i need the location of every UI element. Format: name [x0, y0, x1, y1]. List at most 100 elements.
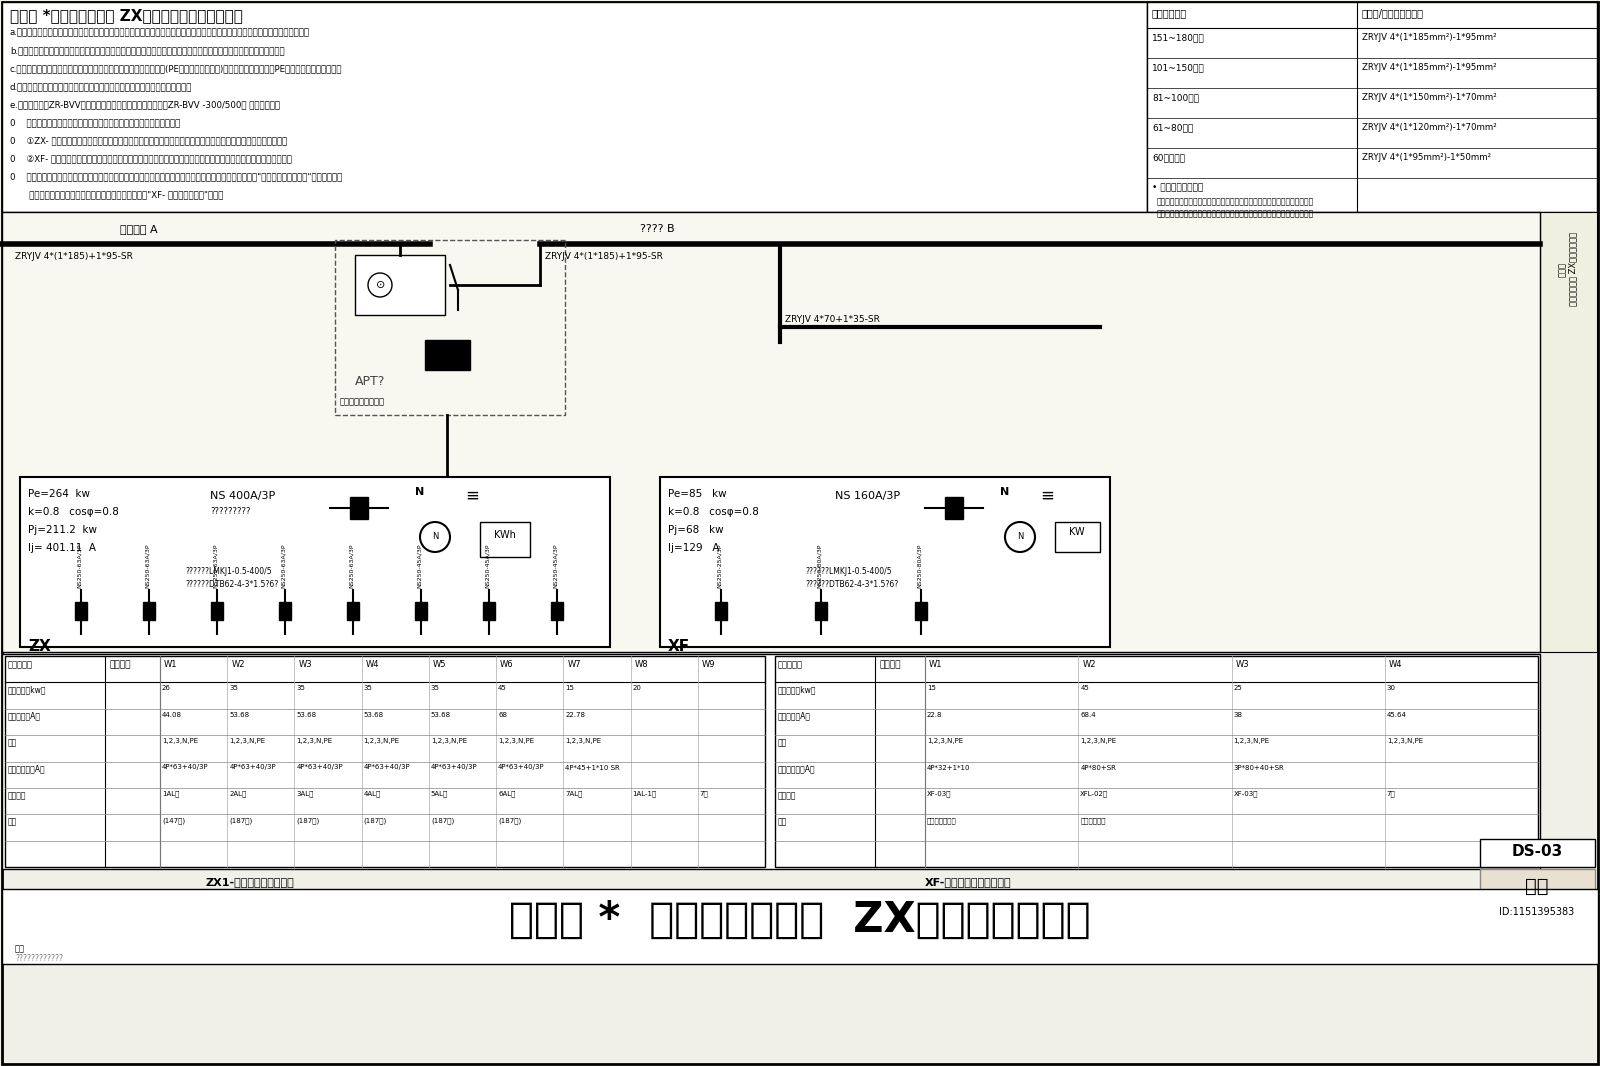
Text: ZRYJV 4*(1*120mm²)-1*70mm²: ZRYJV 4*(1*120mm²)-1*70mm² — [1362, 123, 1496, 132]
Text: （景大堂用电）: （景大堂用电） — [926, 818, 957, 824]
Text: d.电梯配电从总配电柜单独敷设电缆至楼顶电梯房，在电梯房加装计量及控制。: d.电梯配电从总配电柜单独敷设电缆至楼顶电梯房，在电梯房加装计量及控制。 — [10, 82, 192, 91]
Text: XF-03栋: XF-03栋 — [1234, 791, 1258, 797]
Text: 1,2,3,N,PE: 1,2,3,N,PE — [498, 738, 534, 744]
Text: 知末网www: 知末网www — [1058, 473, 1142, 527]
Text: XFL-02栋: XFL-02栋 — [1080, 791, 1109, 797]
Text: 主？？/？？配？径参考: 主？？/？？配？径参考 — [1362, 9, 1424, 18]
Text: W3: W3 — [299, 660, 312, 669]
Bar — [2, 655, 1539, 869]
Text: 45: 45 — [1080, 685, 1090, 692]
Bar — [480, 522, 530, 558]
Text: 回路编号: 回路编号 — [110, 660, 131, 669]
Text: 38: 38 — [1234, 712, 1243, 717]
Text: 60？房以下: 60？房以下 — [1152, 154, 1186, 162]
Text: ?????????: ????????? — [210, 507, 251, 516]
Text: ZX: ZX — [29, 639, 51, 655]
Text: 22.78: 22.78 — [565, 712, 586, 717]
Bar — [278, 602, 291, 620]
Text: 1,2,3,N,PE: 1,2,3,N,PE — [565, 738, 602, 744]
Text: 计算电流（A）: 计算电流（A） — [778, 712, 811, 721]
Text: 0    ①ZX- 酒店总配电柜（配电柜总开关受消防报警系统联动控制，当发生火警时自动断开配电柜的总进线开关）；: 0 ①ZX- 酒店总配电柜（配电柜总开关受消防报警系统联动控制，当发生火警时自动… — [10, 136, 288, 145]
Text: ??????LMKJ1-0.5-400/5: ??????LMKJ1-0.5-400/5 — [805, 567, 891, 576]
Text: 81~100？房: 81~100？房 — [1152, 93, 1198, 102]
Text: 泵房的供电、电梯供电、大堂供电这三路电源设计为"XF- 消防电源配电柜"供电。: 泵房的供电、电梯供电、大堂供电这三路电源设计为"XF- 消防电源配电柜"供电。 — [10, 190, 224, 199]
Text: 45.64: 45.64 — [1387, 712, 1406, 717]
Text: 方案三 *（双路电源供电 ZX配电柜系统图）设计说明: 方案三 *（双路电源供电 ZX配电柜系统图）设计说明 — [10, 9, 243, 23]
Bar — [355, 255, 445, 314]
Text: 1AL-1栋: 1AL-1栋 — [632, 791, 658, 797]
Bar — [350, 497, 368, 519]
Bar — [75, 602, 86, 620]
Bar — [2, 212, 1539, 652]
Text: 68.4: 68.4 — [1080, 712, 1096, 717]
Bar — [211, 602, 222, 620]
Text: 设计容量（kw）: 设计容量（kw） — [8, 685, 46, 694]
Text: 4P*63+40/3P: 4P*63+40/3P — [296, 764, 342, 771]
Text: 45: 45 — [498, 685, 507, 692]
Text: 配电箱编号: 配电箱编号 — [778, 660, 803, 669]
Text: N: N — [432, 532, 438, 542]
Text: 3P*80+40+SR: 3P*80+40+SR — [1234, 764, 1285, 771]
Text: 25: 25 — [1234, 685, 1242, 692]
Bar — [1054, 522, 1101, 552]
Text: W1: W1 — [930, 660, 942, 669]
Bar — [2, 2, 1147, 212]
Text: ??????LMKJ1-0.5-400/5: ??????LMKJ1-0.5-400/5 — [186, 567, 272, 576]
Text: W4: W4 — [366, 660, 379, 669]
Text: NS250-25A/3P: NS250-25A/3P — [717, 544, 722, 588]
Text: 断路器规格（A）: 断路器规格（A） — [778, 764, 816, 774]
Text: W1: W1 — [165, 660, 178, 669]
Text: 1,2,3,N,PE: 1,2,3,N,PE — [1234, 738, 1270, 744]
Text: 备注: 备注 — [8, 818, 18, 826]
Text: 主供电源 A: 主供电源 A — [120, 224, 158, 235]
Text: 53.68: 53.68 — [296, 712, 317, 717]
Text: W6: W6 — [501, 660, 514, 669]
Text: 0    ②XF- 消防电源配电柜（配电柜总开关与消防报警系统没有联动控制，发生火警不能自动切断配电柜的总开关）。: 0 ②XF- 消防电源配电柜（配电柜总开关与消防报警系统没有联动控制，发生火警不… — [10, 154, 291, 163]
Text: 配电箱编号: 配电箱编号 — [8, 660, 34, 669]
Text: ID:1151395383: ID:1151395383 — [1499, 907, 1574, 917]
Bar — [550, 602, 563, 620]
Text: XF-03栋: XF-03栋 — [926, 791, 952, 797]
Text: W5: W5 — [434, 660, 446, 669]
Text: 0    酒店的总配电分为消防用电和非消防用电设计，分为两个总配电柜：: 0 酒店的总配电分为消防用电和非消防用电设计，分为两个总配电柜： — [10, 118, 181, 127]
Bar — [661, 477, 1110, 647]
Text: 35: 35 — [296, 685, 306, 692]
Bar — [1480, 869, 1595, 924]
Text: 35: 35 — [430, 685, 440, 692]
Text: ≡: ≡ — [1040, 487, 1054, 505]
Bar — [2, 889, 1598, 964]
Text: e.系统图中标注ZR-BVV的均采用阻燃铜芯聚氯乙烯绝缘电线（ZR-BVV -300/500型 阻燃电线）。: e.系统图中标注ZR-BVV的均采用阻燃铜芯聚氯乙烯绝缘电线（ZR-BVV -3… — [10, 100, 280, 109]
Text: KWh: KWh — [494, 530, 515, 540]
Text: 4P*63+40/3P: 4P*63+40/3P — [363, 764, 410, 771]
Text: Pj=68   kw: Pj=68 kw — [669, 524, 723, 535]
Text: 22.8: 22.8 — [926, 712, 942, 717]
Text: ≡: ≡ — [466, 487, 478, 505]
Text: XF: XF — [669, 639, 690, 655]
Text: 知末网www: 知末网www — [558, 424, 642, 477]
Text: 4P*63+40/3P: 4P*63+40/3P — [162, 764, 208, 771]
Text: 1,2,3,N,PE: 1,2,3,N,PE — [1387, 738, 1422, 744]
Text: NS 400A/3P: NS 400A/3P — [210, 491, 275, 501]
Text: 4AL栋: 4AL栋 — [363, 791, 381, 797]
Text: W9: W9 — [702, 660, 715, 669]
Text: ZRYJV 4*(1*95mm²)-1*50mm²: ZRYJV 4*(1*95mm²)-1*50mm² — [1362, 154, 1491, 162]
Bar — [142, 602, 155, 620]
Circle shape — [419, 522, 450, 552]
Bar — [426, 340, 470, 370]
Text: 设计容量（kw）: 设计容量（kw） — [778, 685, 816, 694]
Text: 26: 26 — [162, 685, 171, 692]
Text: k=0.8   cosφ=0.8: k=0.8 cosφ=0.8 — [29, 507, 118, 517]
Bar — [334, 240, 565, 415]
Text: 6AL栋: 6AL栋 — [498, 791, 515, 797]
Text: 44.08: 44.08 — [162, 712, 182, 717]
Bar — [814, 602, 827, 620]
Text: ZRYJV 4*(1*185mm²)-1*95mm²: ZRYJV 4*(1*185mm²)-1*95mm² — [1362, 33, 1496, 42]
Bar — [715, 602, 726, 620]
Text: 101~150？房: 101~150？房 — [1152, 63, 1205, 72]
Text: APT?: APT? — [355, 375, 386, 388]
Text: ZRYJV 4*(1*150mm²)-1*70mm²: ZRYJV 4*(1*150mm²)-1*70mm² — [1362, 93, 1496, 102]
Text: NS250-45A/3P: NS250-45A/3P — [418, 544, 422, 588]
Bar — [414, 602, 427, 620]
Text: 相序: 相序 — [8, 738, 18, 747]
Text: 68: 68 — [498, 712, 507, 717]
